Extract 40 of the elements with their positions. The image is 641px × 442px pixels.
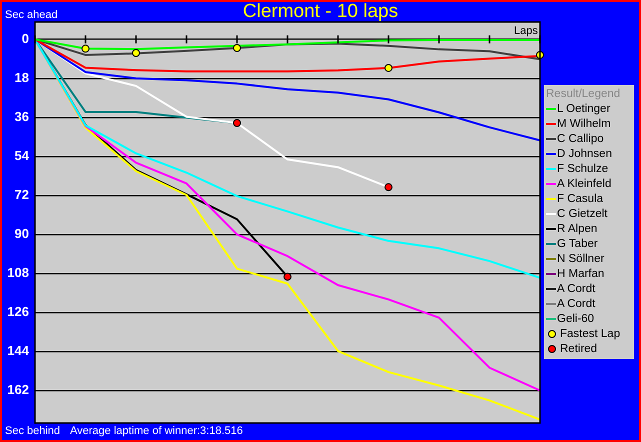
y-tick-label: 90	[14, 226, 29, 241]
chart-title: Clermont - 10 laps	[242, 1, 398, 22]
legend-label: C Gietzelt	[557, 208, 608, 220]
point	[284, 272, 292, 281]
point	[82, 44, 90, 53]
point	[132, 48, 140, 57]
text: Sec ahead	[5, 9, 58, 21]
legend-label: G Taber	[557, 238, 598, 250]
y-tick-label: 0	[22, 30, 29, 46]
legend-label: A Cordt	[557, 282, 596, 294]
legend-title: Result/Legend	[546, 88, 622, 100]
x-axis-title: Laps	[514, 25, 538, 37]
legend-label: A Kleinfeld	[557, 178, 612, 190]
legend-label: Retired	[560, 342, 598, 354]
y-tick-label: 18	[14, 70, 29, 85]
legend-label: R Alpen	[557, 222, 598, 234]
y-tick-label: 126	[7, 304, 29, 320]
legend-label: H Marfan	[557, 268, 604, 280]
y-tick-label: 162	[7, 382, 29, 398]
legend-label: Fastest Lap	[560, 328, 620, 340]
legend-label: F Casula	[557, 192, 604, 204]
y-tick-label: 54	[14, 148, 30, 163]
y-tick-label: 36	[14, 108, 29, 124]
point	[233, 119, 241, 128]
text: Sec behind	[5, 425, 60, 437]
y-tick-label: 144	[7, 343, 30, 358]
legend-label: L Oetinger	[557, 102, 610, 114]
legend-label: F Schulze	[557, 162, 608, 174]
point	[384, 183, 392, 192]
legend-label: D Johnsen	[557, 148, 612, 160]
legend-label: N Söllner	[557, 252, 604, 264]
legend-label: A Cordt	[557, 298, 596, 310]
text: Average laptime of winner:3:18.516	[70, 425, 243, 437]
legend-label: C Callipo	[557, 132, 604, 144]
legend-label: M Wilhelm	[557, 118, 611, 130]
point	[384, 64, 392, 72]
legend-label: Geli-60	[557, 312, 594, 324]
y-tick-label: 72	[14, 186, 29, 202]
point	[233, 44, 241, 52]
y-tick-label: 108	[7, 265, 29, 280]
